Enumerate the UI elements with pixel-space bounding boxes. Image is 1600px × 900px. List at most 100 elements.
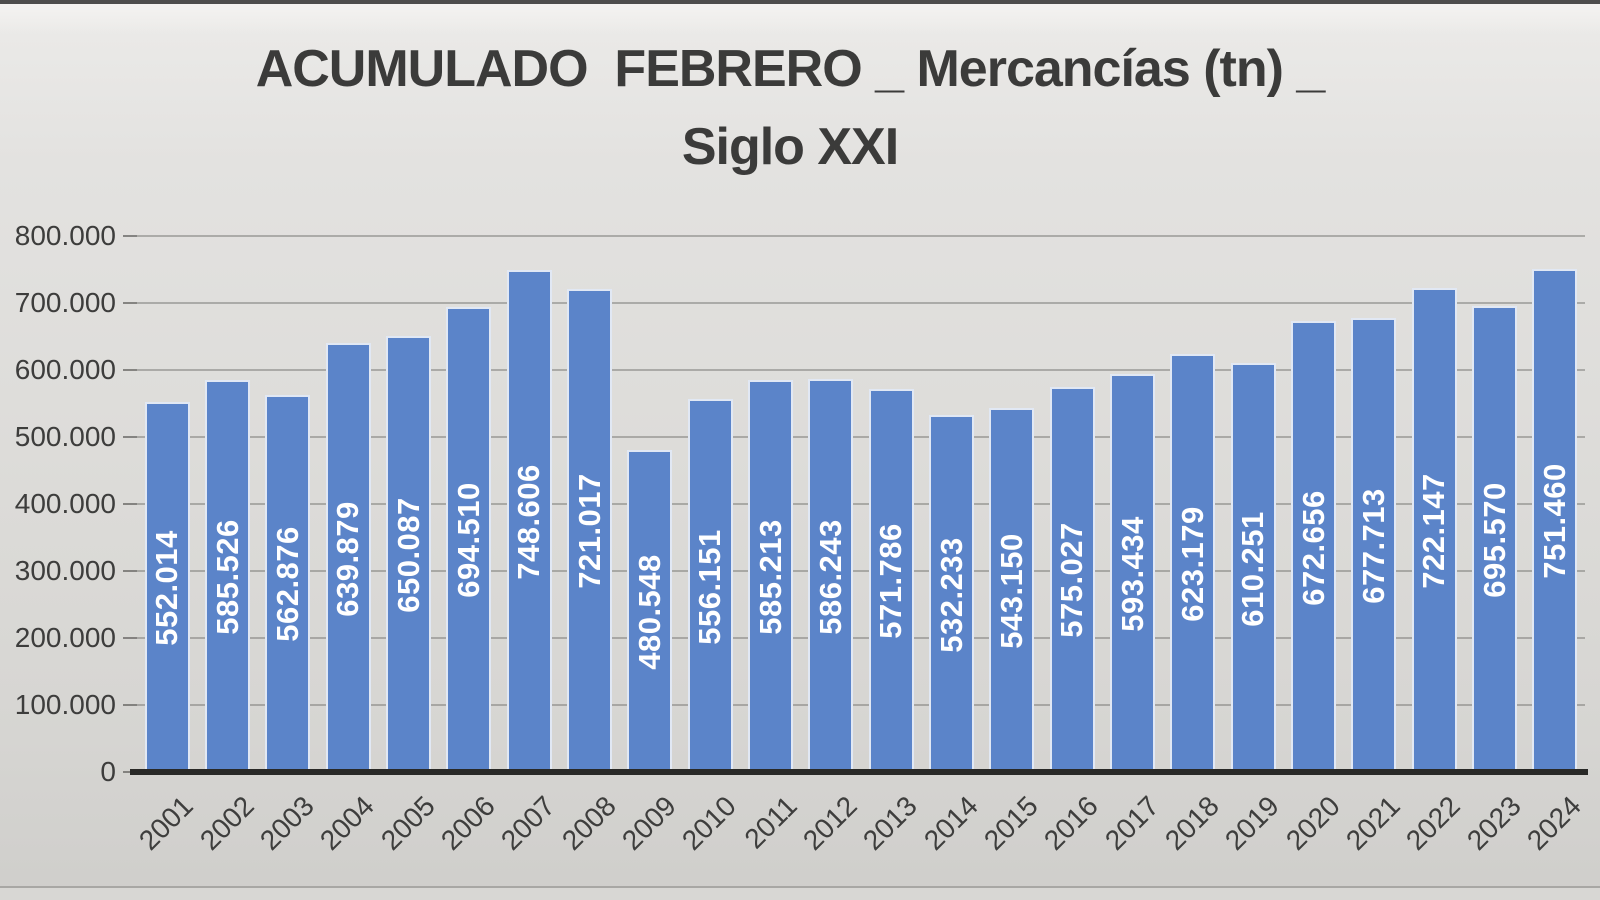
x-tick-label-2012: 2012 <box>796 790 863 856</box>
photo-top-strip <box>0 0 1600 4</box>
gridline-700.000 <box>137 302 1585 304</box>
y-tick-label-500.000: 500.000 <box>14 421 116 452</box>
bar-value-label-2020: 672.656 <box>1295 489 1331 606</box>
y-tick-label-700.000: 700.000 <box>14 287 116 318</box>
bar-2013: 571.786 <box>868 388 914 772</box>
bar-2006: 694.510 <box>446 306 492 772</box>
x-tick-label-2016: 2016 <box>1038 790 1105 856</box>
photo-bottom-line <box>0 886 1600 888</box>
x-tick-label-2023: 2023 <box>1460 790 1527 856</box>
bar-2021: 677.713 <box>1351 317 1397 772</box>
bar-2008: 721.017 <box>567 288 612 772</box>
y-tick-label-400.000: 400.000 <box>14 488 116 519</box>
x-tick-label-2021: 2021 <box>1339 790 1406 856</box>
gridline-300.000 <box>137 570 1585 572</box>
x-tick-label-2015: 2015 <box>977 790 1044 856</box>
bar-value-label-2004: 639.879 <box>330 500 366 617</box>
gridline-400.000 <box>137 503 1585 505</box>
y-tick-300.000 <box>123 570 137 572</box>
x-tick-label-2001: 2001 <box>133 790 200 856</box>
bar-value-label-2023: 695.570 <box>1476 482 1512 598</box>
bar-2003: 562.876 <box>265 394 311 772</box>
bar-2010: 556.151 <box>687 399 733 772</box>
gridline-200.000 <box>137 637 1585 639</box>
bar-value-label-2009: 480.548 <box>631 554 667 670</box>
y-tick-500.000 <box>123 436 137 438</box>
y-tick-600.000 <box>123 369 137 371</box>
bar-value-label-2002: 585.526 <box>209 519 245 635</box>
bar-2014: 532.233 <box>929 415 974 772</box>
chart-title-line-1: ACUMULADO FEBRERO _ Mercancías (tn) _ <box>255 40 1326 98</box>
x-tick-label-2017: 2017 <box>1098 790 1165 856</box>
y-tick-label-600.000: 600.000 <box>14 354 116 385</box>
x-axis-line <box>130 769 1588 775</box>
y-tick-label-100.000: 100.000 <box>14 689 116 720</box>
x-tick-label-2020: 2020 <box>1279 790 1346 856</box>
bar-2020: 672.656 <box>1291 321 1336 772</box>
x-tick-label-2006: 2006 <box>434 790 501 856</box>
y-tick-label-200.000: 200.000 <box>14 622 116 653</box>
x-tick-label-2007: 2007 <box>495 790 562 856</box>
bar-value-label-2013: 571.786 <box>873 523 909 640</box>
photo-top-glow <box>0 4 1600 34</box>
bar-2019: 610.251 <box>1230 363 1276 772</box>
x-tick-label-2004: 2004 <box>314 790 381 856</box>
bar-value-label-2019: 610.251 <box>1235 510 1271 627</box>
y-tick-label-800.000: 800.000 <box>14 220 116 251</box>
x-tick-label-2008: 2008 <box>555 790 622 856</box>
x-tick-label-2014: 2014 <box>917 790 984 856</box>
x-tick-label-2013: 2013 <box>857 790 924 856</box>
bar-value-label-2018: 623.179 <box>1174 506 1210 623</box>
bar-value-label-2016: 575.027 <box>1054 522 1090 639</box>
bar-value-label-2021: 677.713 <box>1355 488 1391 604</box>
bar-2007: 748.606 <box>506 270 552 772</box>
photo-bottom-strip <box>0 888 1600 900</box>
bar-value-label-2022: 722.147 <box>1416 473 1452 589</box>
x-tick-label-2003: 2003 <box>253 790 320 856</box>
bar-value-label-2001: 552.014 <box>149 530 185 646</box>
y-tick-label-300.000: 300.000 <box>14 555 116 586</box>
bar-value-label-2012: 586.243 <box>812 518 848 635</box>
y-tick-100.000 <box>123 704 137 706</box>
bar-2011: 585.213 <box>748 379 793 772</box>
bar-2022: 722.147 <box>1411 288 1457 772</box>
bar-value-label-2015: 543.150 <box>993 533 1029 649</box>
x-tick-label-2019: 2019 <box>1219 790 1286 856</box>
bar-value-label-2014: 532.233 <box>933 536 969 653</box>
bar-value-label-2005: 650.087 <box>390 497 426 613</box>
bar-2009: 480.548 <box>627 450 673 772</box>
x-tick-label-2010: 2010 <box>676 790 743 856</box>
y-tick-400.000 <box>123 503 137 505</box>
bar-2017: 593.434 <box>1110 374 1155 772</box>
plot-area: 552.014 585.526 562.876 639.879 650.087 694.5… <box>137 235 1585 772</box>
x-tick-label-2022: 2022 <box>1400 790 1467 856</box>
bar-value-label-2024: 751.460 <box>1536 463 1572 580</box>
chart-title: ACUMULADO FEBRERO _ Mercancías (tn) _ Si… <box>0 30 1580 186</box>
bar-value-label-2008: 721.017 <box>571 473 607 590</box>
bar-2002: 585.526 <box>205 379 250 772</box>
gridline-600.000 <box>137 369 1585 371</box>
gridline-800.000 <box>137 235 1585 237</box>
gridline-500.000 <box>137 436 1585 438</box>
x-tick-label-2009: 2009 <box>615 790 682 856</box>
x-tick-label-2005: 2005 <box>374 790 441 856</box>
bar-2024: 751.460 <box>1532 268 1578 772</box>
y-tick-800.000 <box>123 235 137 237</box>
y-tick-label-0: 0 <box>100 756 116 787</box>
bar-2001: 552.014 <box>144 402 190 772</box>
bar-2016: 575.027 <box>1049 386 1095 772</box>
x-tick-label-2011: 2011 <box>737 790 803 855</box>
x-tick-label-2018: 2018 <box>1158 790 1225 856</box>
chart-title-line-2: Siglo XXI <box>681 118 899 176</box>
bar-value-label-2003: 562.876 <box>269 526 305 643</box>
bar-2018: 623.179 <box>1170 354 1216 772</box>
y-tick-700.000 <box>123 302 137 304</box>
bar-value-label-2006: 694.510 <box>450 482 486 599</box>
bar-value-label-2017: 593.434 <box>1114 516 1150 632</box>
bar-value-label-2010: 556.151 <box>692 528 728 645</box>
bar-2004: 639.879 <box>325 343 371 772</box>
x-tick-label-2002: 2002 <box>193 790 260 856</box>
y-tick-200.000 <box>123 637 137 639</box>
x-tick-label-2024: 2024 <box>1520 790 1587 856</box>
bar-2023: 695.570 <box>1472 305 1517 772</box>
